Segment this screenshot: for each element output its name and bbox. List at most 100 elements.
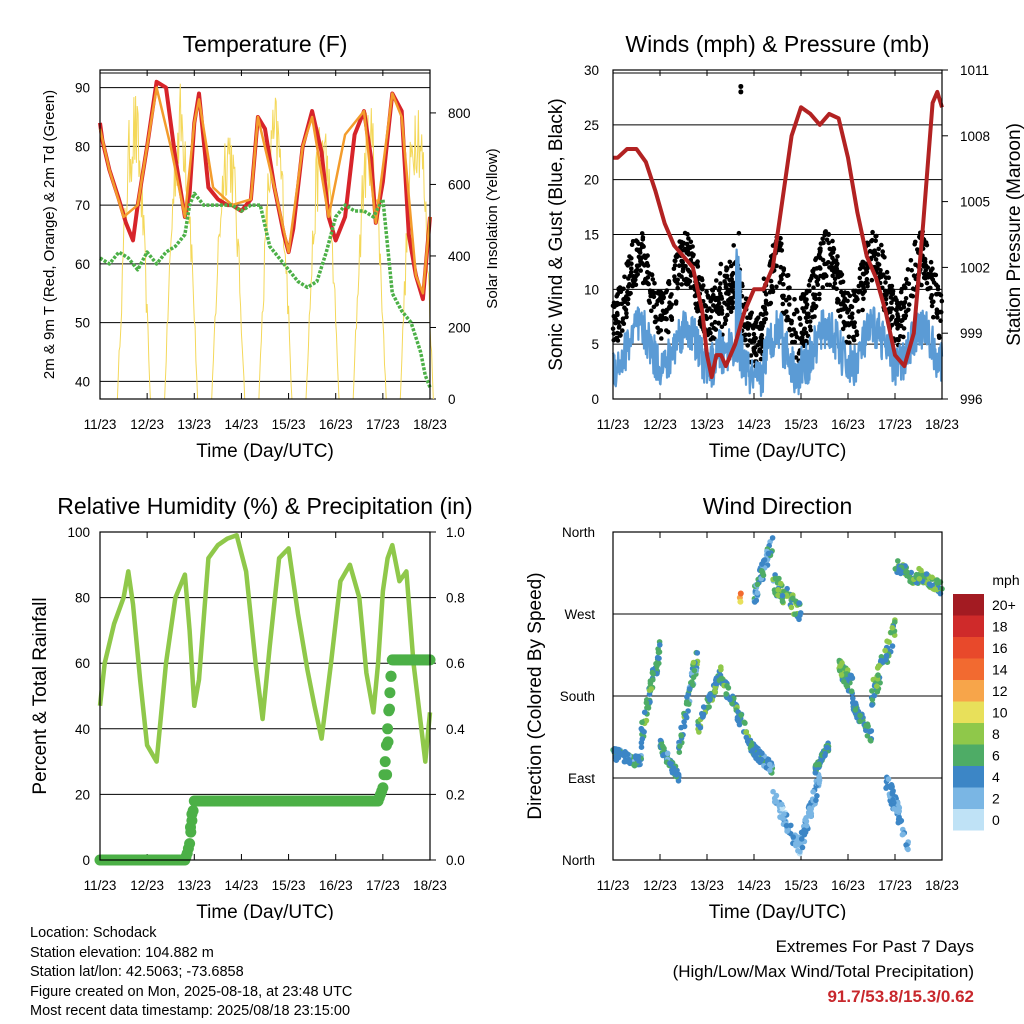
direction-point	[639, 736, 646, 742]
y-tick-label: North	[562, 853, 595, 868]
direction-point	[673, 772, 680, 778]
direction-point	[852, 707, 859, 713]
gust-point	[628, 270, 634, 275]
direction-point	[864, 733, 871, 739]
panel2-title: Winds (mph) & Pressure (mb)	[625, 31, 929, 57]
direction-point	[771, 799, 778, 805]
gust-point	[903, 285, 908, 291]
gust-point	[711, 303, 716, 308]
direction-point	[882, 647, 888, 654]
gust-point	[624, 311, 629, 316]
direction-point	[684, 694, 690, 700]
gust-point	[718, 281, 723, 286]
gust-point	[820, 285, 825, 290]
gust-point	[895, 304, 900, 310]
direction-point	[896, 808, 902, 814]
gust-point	[680, 259, 685, 264]
gust-point	[826, 260, 831, 265]
gust-point	[777, 280, 783, 285]
precip-point	[185, 821, 196, 833]
wind-direction-points	[610, 535, 945, 857]
gust-point	[888, 295, 894, 300]
gust-point	[898, 323, 904, 329]
direction-point	[678, 724, 684, 731]
direction-point	[675, 778, 682, 784]
solar-insolation-series	[116, 83, 434, 400]
gust-point	[870, 229, 875, 235]
gust-point	[672, 263, 678, 268]
direction-point	[905, 846, 911, 853]
direction-point	[799, 844, 806, 851]
y2-tick-label: 0.8	[446, 591, 465, 606]
gust-point	[658, 328, 664, 333]
direction-point	[724, 683, 730, 689]
direction-point	[759, 750, 765, 756]
precip-point	[184, 838, 196, 850]
panel3-title: Relative Humidity (%) & Precipitation (i…	[57, 493, 472, 519]
x-tick-label: 16/23	[319, 417, 353, 432]
gust-point	[928, 272, 934, 277]
gust-point	[929, 303, 935, 309]
gust-point	[672, 258, 678, 264]
gust-point	[645, 281, 650, 286]
gust-point	[638, 268, 643, 273]
gust-point	[906, 302, 912, 307]
x-tick-label: 11/23	[597, 878, 630, 893]
y-tick-label: 70	[75, 198, 90, 213]
gust-point	[801, 339, 807, 345]
gust-point	[620, 328, 625, 333]
gust-point	[790, 339, 795, 345]
x-tick-label: 13/23	[690, 878, 724, 893]
direction-point	[759, 561, 765, 567]
direction-point	[639, 719, 645, 726]
direction-point	[624, 751, 631, 758]
direction-point	[649, 669, 656, 676]
y-tick-label: 20	[584, 173, 599, 188]
gust-point	[851, 292, 857, 298]
direction-point	[876, 662, 883, 669]
gust-point	[893, 295, 898, 301]
y-tick-label: 40	[75, 722, 90, 737]
gust-point	[827, 282, 833, 288]
gust-point	[809, 273, 815, 279]
gust-point	[716, 300, 722, 306]
gust-point	[765, 302, 771, 307]
direction-point	[699, 714, 706, 720]
gust-point	[762, 317, 767, 323]
gust-point	[650, 277, 656, 282]
gust-point	[639, 231, 645, 236]
legend-swatch	[953, 744, 984, 766]
direction-point	[654, 663, 660, 669]
gust-point	[924, 242, 930, 248]
y-tick-label: 40	[75, 374, 90, 389]
wind-speed-series	[612, 248, 944, 397]
gust-point	[637, 250, 643, 255]
gust-point	[690, 253, 696, 259]
direction-point	[767, 761, 773, 768]
direction-point	[741, 719, 748, 726]
gust-point	[898, 289, 904, 295]
direction-point	[892, 619, 898, 625]
gust-point	[835, 261, 840, 267]
gust-point	[884, 269, 890, 275]
gust-point	[616, 320, 621, 325]
gust-point	[760, 304, 766, 310]
x-tick-label: 12/23	[130, 878, 164, 893]
direction-point	[769, 535, 776, 541]
gust-point	[747, 338, 753, 343]
gust-point	[714, 309, 720, 315]
panel4-ylabel: Direction (Colored By Speed)	[525, 572, 546, 819]
gust-point	[758, 356, 764, 362]
direction-point	[761, 557, 768, 563]
direction-point	[874, 689, 881, 695]
gust-point	[718, 291, 723, 297]
gust-point	[680, 268, 686, 274]
precip-point	[186, 808, 198, 820]
direction-point	[613, 746, 619, 752]
gust-point	[800, 306, 805, 311]
direction-point	[691, 667, 698, 674]
gust-point	[629, 242, 635, 247]
gust-point	[758, 335, 764, 340]
direction-point	[822, 752, 828, 759]
direction-point	[895, 819, 902, 826]
